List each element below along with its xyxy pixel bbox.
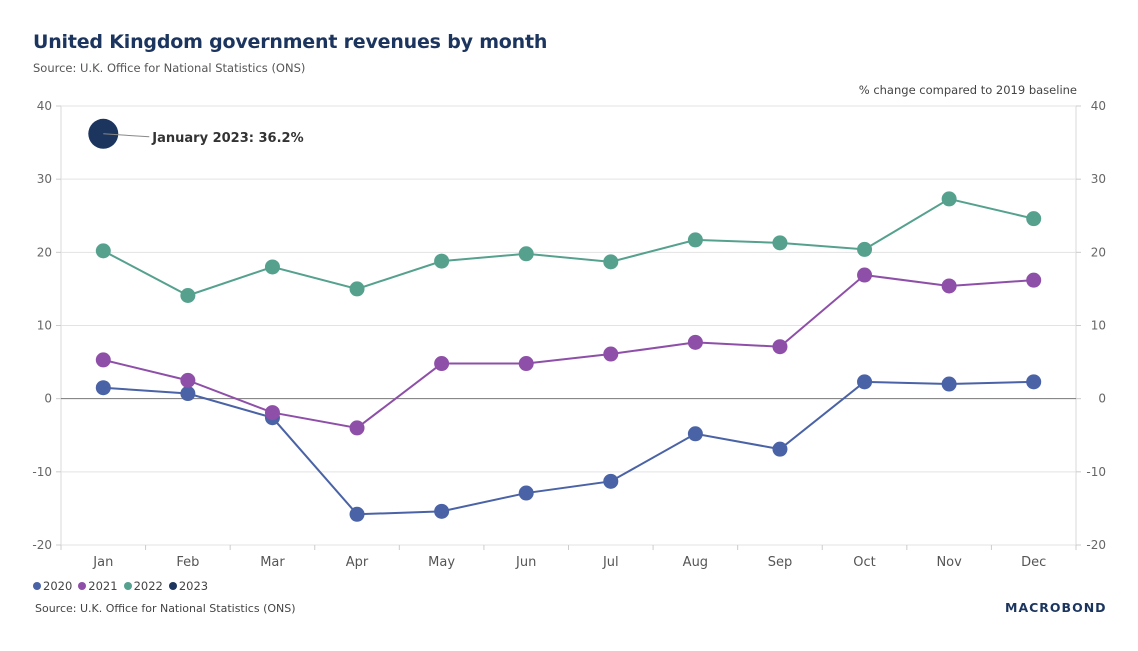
legend-marker-2022 [123, 582, 132, 590]
series-line-2022 [102, 197, 1034, 297]
data-point-2022-may [434, 253, 450, 269]
data-point-2022-apr [349, 281, 365, 297]
legend-label: 2023 [178, 579, 209, 593]
y-tick-label-left: 40 [37, 99, 52, 113]
legend-marker-2020 [33, 582, 41, 590]
legend-marker-2023 [168, 582, 177, 590]
legend: 2020 2021 2022 2023 [33, 579, 208, 593]
data-point-2022-feb [180, 288, 196, 304]
data-point-2021-dec [1026, 272, 1042, 288]
data-point-2020-may [434, 503, 450, 519]
x-tick-label: Dec [1021, 555, 1046, 570]
y-tick-label-right: 0 [1098, 392, 1106, 406]
series-2022 [95, 191, 1042, 304]
series-line-2020 [103, 380, 1034, 516]
x-tick-label: Aug [683, 555, 708, 570]
y-tick-label-right: 20 [1091, 245, 1106, 259]
y-tick-label-right: 30 [1091, 172, 1106, 186]
x-tick-label: Apr [346, 555, 369, 570]
data-point-2020-jun [518, 485, 534, 501]
annotation-label: January 2023: 36.2% [151, 131, 303, 146]
y-tick-label-left: 0 [44, 392, 52, 406]
series-line-2021 [103, 273, 1034, 429]
data-point-2022-jul [603, 254, 619, 270]
data-point-2022-oct [857, 241, 873, 257]
chart-subtitle: Source: U.K. Office for National Statist… [33, 61, 306, 75]
data-point-2022-mar [264, 259, 280, 275]
x-tick-label: Mar [260, 555, 285, 570]
legend-marker-2021 [78, 582, 87, 590]
data-point-2020-dec [1026, 374, 1042, 390]
gridlines [60, 105, 1077, 546]
data-point-2022-sep [772, 235, 788, 251]
y-tick-label-left: 20 [37, 245, 52, 259]
x-axis: Jan Feb Mar Apr May Jun Jul Aug Sep Oct Nov Dec [60, 545, 1077, 570]
chart-title: United Kingdom government revenues by mo… [33, 31, 548, 53]
data-point-2021-aug [687, 334, 703, 350]
annotation-group: January 2023: 36.2% [103, 131, 304, 146]
y-tick-label-left: 30 [37, 172, 52, 186]
data-point-2020-oct [857, 374, 873, 390]
y-tick-label-left: -20 [32, 538, 52, 552]
x-tick-label: Jul [602, 555, 619, 570]
y-axis-right: 40 30 20 10 0 -10 -20 [1076, 99, 1106, 552]
data-point-2020-jan [95, 380, 111, 396]
y-tick-label-right: 40 [1091, 99, 1106, 113]
data-point-2021-mar [264, 405, 280, 421]
data-point-2020-apr [349, 506, 365, 522]
data-point-2020-sep [772, 441, 788, 457]
legend-label: 2020 [43, 579, 73, 593]
series-group [88, 118, 1042, 522]
macrobond-logo: MACROBOND [1005, 600, 1107, 615]
legend-item-2023[interactable]: 2023 [168, 579, 209, 593]
x-tick-label: Jun [515, 555, 536, 570]
x-tick-label: Oct [853, 555, 875, 570]
y-axis-label: % change compared to 2019 baseline [858, 83, 1077, 97]
data-point-2022-jun [518, 246, 534, 262]
y-axis-left: 40 30 20 10 0 -10 -20 [32, 99, 61, 552]
y-tick-label-right: -20 [1086, 538, 1106, 552]
data-point-2020-aug [687, 426, 703, 442]
x-tick-label: Sep [768, 555, 793, 570]
data-point-2022-aug [687, 232, 703, 248]
data-point-2022-dec [1026, 211, 1042, 227]
legend-label: 2022 [133, 579, 163, 593]
legend-label: 2021 [88, 579, 118, 593]
series-2021 [95, 267, 1042, 436]
data-point-2021-jun [518, 356, 534, 372]
data-point-2021-oct [857, 267, 873, 283]
data-point-2021-feb [180, 372, 196, 388]
y-tick-label-right: 10 [1091, 319, 1106, 333]
y-tick-label-right: -10 [1086, 465, 1106, 479]
legend-item-2020[interactable]: 2020 [33, 579, 72, 593]
data-point-2022-jan [95, 243, 111, 259]
footer-source: Source: U.K. Office for National Statist… [35, 602, 296, 615]
y-tick-label-left: -10 [32, 465, 52, 479]
x-tick-label: Nov [936, 555, 962, 570]
data-point-2021-nov [941, 278, 957, 294]
data-point-2021-sep [772, 339, 788, 355]
data-point-2021-apr [349, 420, 365, 436]
data-point-2022-nov [941, 191, 957, 207]
data-point-2021-jan [95, 352, 111, 368]
annotation-leader-line [103, 133, 150, 138]
data-point-2021-jul [603, 346, 619, 362]
data-point-2020-jul [603, 473, 619, 489]
series-2020 [95, 374, 1042, 522]
x-tick-label: Feb [176, 555, 199, 570]
data-point-2021-may [434, 356, 450, 372]
x-tick-label: May [428, 555, 455, 570]
y-tick-label-left: 10 [37, 319, 52, 333]
legend-item-2022[interactable]: 2022 [123, 579, 163, 593]
data-point-2020-feb [180, 386, 196, 402]
x-tick-label: Jan [92, 555, 113, 570]
data-point-2020-nov [941, 376, 957, 392]
legend-item-2021[interactable]: 2021 [78, 579, 118, 593]
